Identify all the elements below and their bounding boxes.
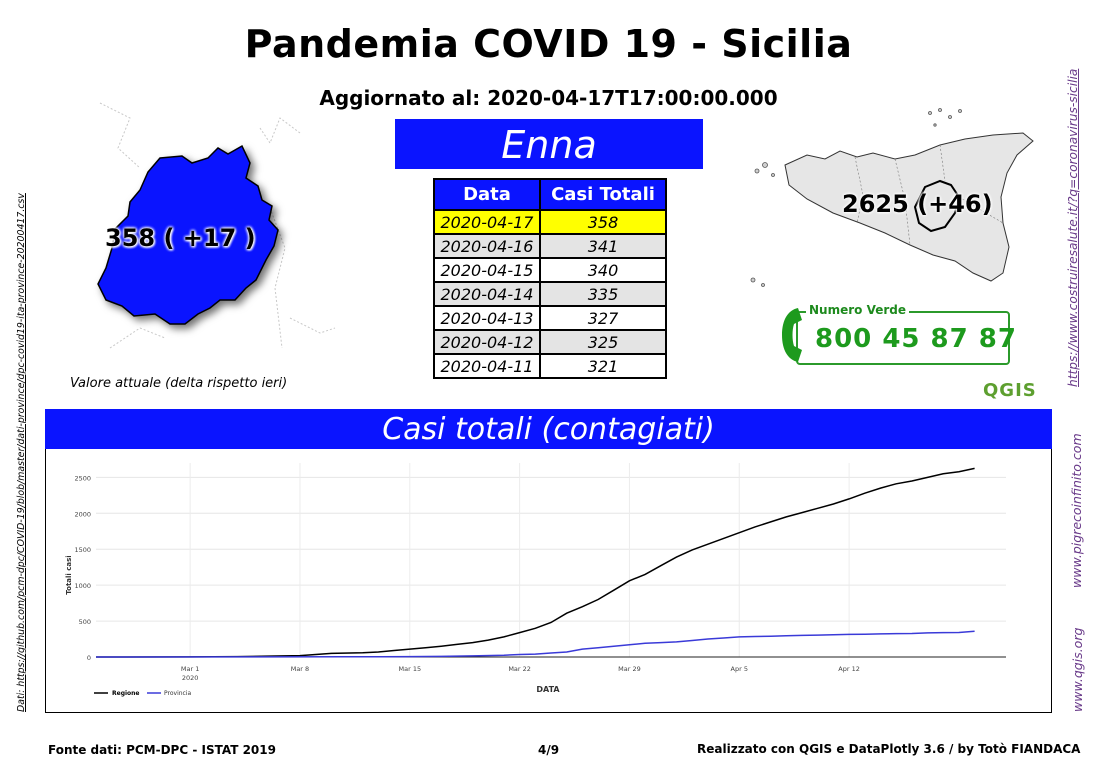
footer-page-number: 4/9 [538,743,560,757]
phone-icon [782,308,802,362]
row-cases: 358 [539,209,667,235]
row-cases: 340 [539,257,667,283]
chart-frame [45,449,1052,713]
table-row: 2020-04-17 358 [433,209,667,235]
row-cases: 341 [539,233,667,259]
y-tick-label: 500 [79,618,91,626]
y-tick-label: 1500 [74,546,91,554]
chart-title-banner: Casi totali (contagiati) [45,409,1052,449]
row-date: 2020-04-11 [433,353,541,379]
updated-timestamp: Aggiornato al: 2020-04-17T17:00:00.000 [319,86,778,110]
row-date: 2020-04-13 [433,305,541,331]
x-tick-label: Mar 1 [181,665,199,673]
province-value-label: 358 ( +17 ) [105,224,256,252]
x-tick-label: Mar 29 [618,665,641,673]
table-row: 2020-04-14 335 [433,281,667,307]
data-source-link[interactable]: Dati: https://github.com/pcm-dpc/COVID-1… [16,193,27,712]
numero-verde-number: 800 45 87 87 [815,324,1017,354]
delta-note: Valore attuale (delta rispetto ieri) [70,376,288,391]
table-row: 2020-04-13 327 [433,305,667,331]
legend-label-regione: Regione [112,690,140,697]
page-title: Pandemia COVID 19 - Sicilia [244,22,853,66]
row-date: 2020-04-17 [433,209,541,235]
series-line-regione [95,467,975,658]
row-cases: 335 [539,281,667,307]
costruiresalute-link[interactable]: https://www.costruiresalute.it/?q=corona… [1066,68,1080,387]
minor-islands [750,108,962,287]
sicily-shape [784,132,1034,282]
y-tick-label: 1000 [74,582,91,590]
province-shape [97,144,279,325]
series-line-provincia [95,630,975,658]
footer-source: Fonte dati: PCM-DPC - ISTAT 2019 [48,743,276,757]
chart-legend: Regione Provincia [94,690,192,697]
qgis-logo: QGIS [983,380,1037,401]
sicily-map [750,108,1034,287]
row-cases: 327 [539,305,667,331]
table-row: 2020-04-15 340 [433,257,667,283]
table-row: 2020-04-16 341 [433,233,667,259]
region-value-label: 2625 (+46) [842,190,993,218]
y-tick-label: 0 [87,654,91,662]
x-tick-label: Apr 5 [731,665,748,673]
row-date: 2020-04-15 [433,257,541,283]
y-tick-label: 2500 [74,474,91,482]
neighbor-borders [99,102,336,349]
table-header-row: Data Casi Totali [433,178,667,211]
x-tick-label: Mar 8 [291,665,309,673]
row-date: 2020-04-12 [433,329,541,355]
y-axis-label: Totali casi [65,555,73,594]
cases-table: Data Casi Totali 2020-04-17 358 2020-04-… [433,178,667,379]
y-tick-label: 2000 [74,510,91,518]
enna-outline [913,179,961,233]
x-axis-label: DATA [536,685,560,694]
row-cases: 321 [539,353,667,379]
header-cases: Casi Totali [539,178,667,211]
row-date: 2020-04-14 [433,281,541,307]
x-tick-sublabel: 2020 [182,674,199,682]
province-name-banner: Enna [395,119,703,169]
header-date: Data [433,178,541,211]
qgis-link[interactable]: www.qgis.org [1070,627,1085,712]
footer-credit: Realizzato con QGIS e DataPlotly 3.6 / b… [697,742,1081,756]
row-date: 2020-04-16 [433,233,541,259]
numero-verde-label: Numero Verde [806,303,909,317]
x-tick-label: Mar 15 [398,665,421,673]
x-tick-label: Apr 12 [838,665,860,673]
table-row: 2020-04-11 321 [433,353,667,379]
table-row: 2020-04-12 325 [433,329,667,355]
x-tick-label: Mar 22 [508,665,531,673]
pigreco-link[interactable]: www.pigrecoinfinito.com [1069,433,1084,588]
province-map [97,102,336,349]
province-borders [854,144,1004,246]
row-cases: 325 [539,329,667,355]
legend-label-provincia: Provincia [164,690,192,697]
